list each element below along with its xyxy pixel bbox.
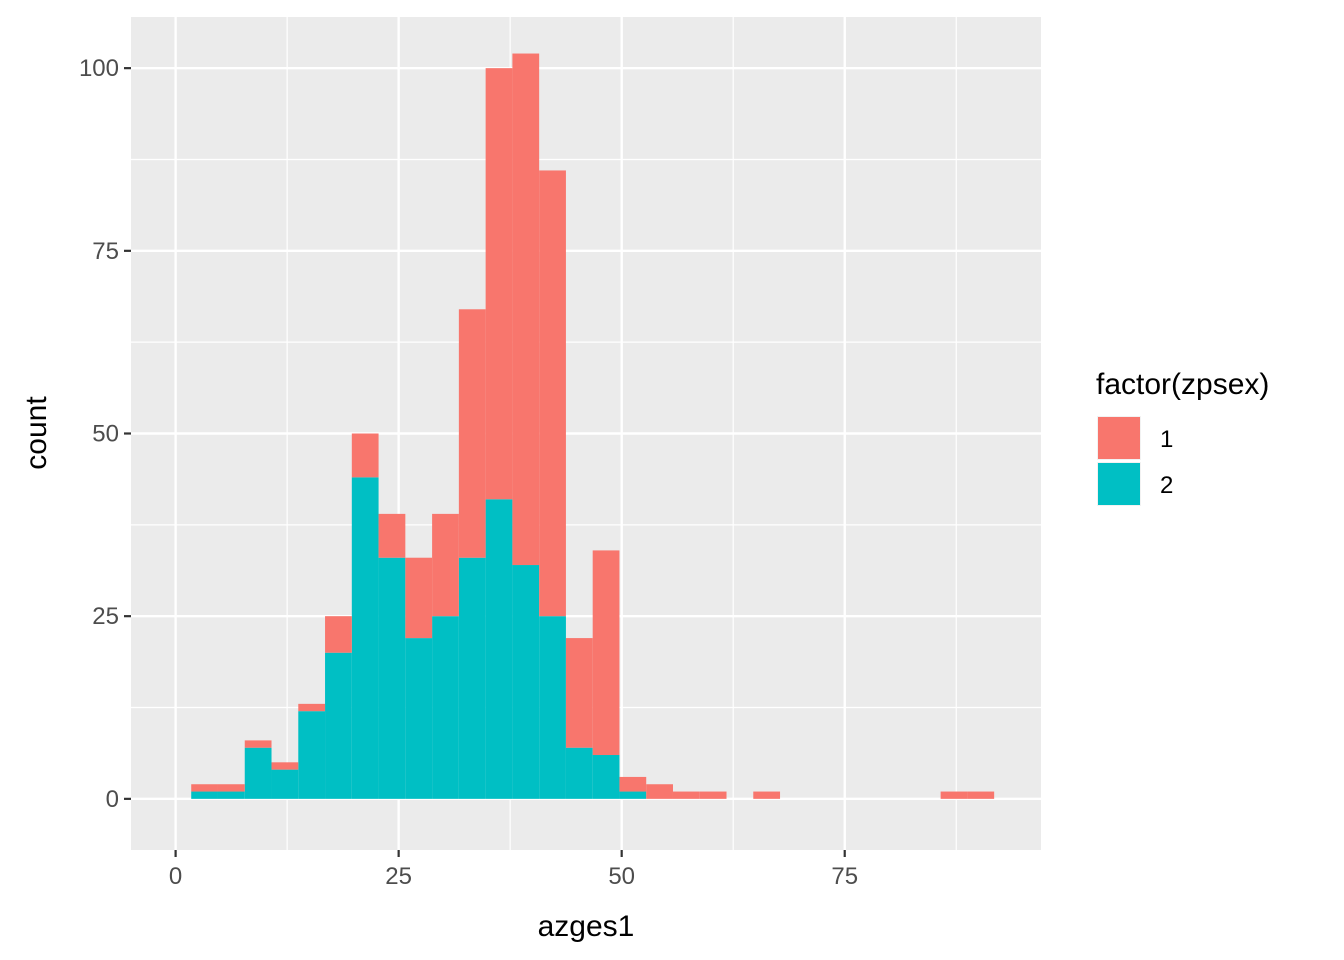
bar-series-1 — [753, 791, 781, 799]
x-tick-label: 50 — [608, 863, 635, 890]
bar-series-1 — [405, 557, 433, 639]
y-tick-label: 25 — [92, 603, 119, 630]
bar-series-1 — [672, 791, 700, 799]
legend-label: 1 — [1160, 426, 1173, 453]
x-tick-label: 75 — [831, 863, 858, 890]
bar-series-2 — [592, 755, 620, 799]
bar-series-2 — [565, 747, 593, 799]
bar-series-1 — [565, 638, 593, 748]
y-tick-label: 50 — [92, 421, 119, 448]
y-axis: 0 25 50 75 100 — [79, 55, 131, 813]
legend-label: 2 — [1160, 472, 1173, 499]
bar-series-2 — [244, 747, 272, 799]
bar-series-1 — [244, 740, 272, 748]
bar-series-1 — [699, 791, 727, 799]
legend-title: factor(zpsex) — [1096, 368, 1269, 401]
bar-series-2 — [298, 711, 326, 799]
bar-series-1 — [619, 776, 647, 792]
bar-series-1 — [271, 762, 299, 770]
bar-series-2 — [432, 616, 459, 799]
x-axis-title: azges1 — [538, 910, 635, 943]
bar-series-1 — [485, 68, 513, 500]
histogram-bars — [191, 53, 995, 799]
bar-series-1 — [217, 784, 245, 792]
x-tick-label: 25 — [385, 863, 412, 890]
bar-series-2 — [405, 638, 433, 799]
bar-series-1 — [298, 703, 326, 712]
bar-series-2 — [458, 557, 486, 799]
bar-series-1 — [191, 784, 218, 792]
legend-swatch — [1098, 417, 1140, 459]
bar-series-1 — [378, 513, 406, 558]
y-axis-title: count — [20, 396, 53, 470]
bar-series-1 — [351, 433, 379, 478]
bar-series-2 — [512, 565, 540, 799]
bar-series-1 — [646, 784, 673, 799]
bar-series-1 — [940, 791, 968, 799]
legend-swatch — [1098, 463, 1140, 505]
bar-series-2 — [191, 791, 218, 799]
bar-series-2 — [539, 616, 566, 799]
bar-series-2 — [351, 477, 379, 799]
bar-series-1 — [458, 309, 486, 558]
bar-series-2 — [271, 769, 299, 799]
x-tick-label: 0 — [169, 863, 182, 890]
x-axis: 0 25 50 75 — [169, 850, 858, 890]
bar-series-2 — [619, 791, 647, 799]
bar-series-1 — [432, 513, 459, 617]
legend: factor(zpsex) 1 2 — [1096, 368, 1269, 506]
bar-series-2 — [325, 652, 352, 799]
y-tick-label: 0 — [106, 786, 119, 813]
bar-series-1 — [512, 53, 540, 566]
bar-series-2 — [378, 557, 406, 799]
bar-series-2 — [485, 499, 513, 799]
bar-series-1 — [325, 616, 352, 653]
bar-series-2 — [217, 791, 245, 799]
bar-series-1 — [539, 170, 566, 617]
y-tick-label: 75 — [92, 238, 119, 265]
bar-series-1 — [592, 550, 620, 756]
bar-series-1 — [967, 791, 995, 799]
y-tick-label: 100 — [79, 55, 119, 82]
